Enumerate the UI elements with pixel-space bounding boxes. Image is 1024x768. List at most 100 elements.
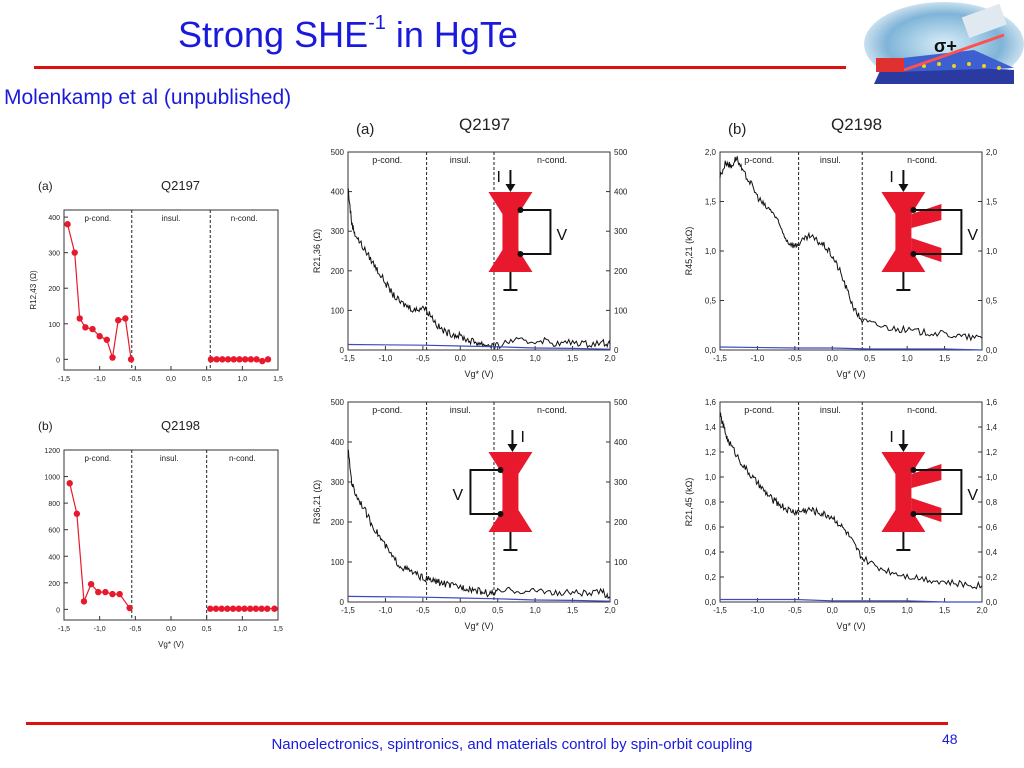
x-tick-label: 2,0 xyxy=(604,606,616,615)
y-tick-label: 300 xyxy=(48,251,60,258)
region-label: insul. xyxy=(450,155,471,165)
region-label: p-cond. xyxy=(372,405,402,415)
region-label: p-cond. xyxy=(744,405,774,415)
series-trace-1 xyxy=(719,346,983,351)
y-tick-label: 100 xyxy=(331,558,345,567)
x-tick-label: 2,0 xyxy=(604,354,616,363)
y-tick-label-right: 400 xyxy=(614,438,628,447)
data-point xyxy=(87,580,95,588)
x-axis-label: Vg* (V) xyxy=(464,621,493,631)
panel-label: (b) xyxy=(38,419,53,433)
x-tick-label: -1,0 xyxy=(94,626,106,633)
data-point xyxy=(89,325,96,333)
plot-frame xyxy=(347,401,611,603)
y-tick-label-right: 1,2 xyxy=(986,448,998,457)
x-tick-label: 0,0 xyxy=(455,606,467,615)
x-tick-label: 0,5 xyxy=(202,626,212,633)
x-tick-label: -1,0 xyxy=(751,354,765,363)
y-tick-label: 500 xyxy=(331,148,345,157)
y-tick-label: 400 xyxy=(48,215,60,222)
x-axis-label: Vg* (V) xyxy=(836,621,865,631)
y-tick-label: 400 xyxy=(48,554,60,561)
x-tick-label: -0,5 xyxy=(129,376,141,383)
x-tick-label: -1,5 xyxy=(58,376,70,383)
current-label: I xyxy=(889,169,893,186)
data-point xyxy=(230,356,237,363)
y-axis-label: R12,43 (Ω) xyxy=(29,270,38,310)
current-label: I xyxy=(520,429,524,446)
data-point xyxy=(109,354,116,361)
x-tick-label: -0,5 xyxy=(129,626,141,633)
region-label: p-cond. xyxy=(372,155,402,165)
data-point xyxy=(253,356,260,363)
region-label: p-cond. xyxy=(85,214,112,223)
device-schematic: VI xyxy=(488,169,567,291)
series-trace-1 xyxy=(720,598,982,603)
slide-subtitle: Molenkamp et al (unpublished) xyxy=(4,86,292,109)
current-arrow-head xyxy=(505,184,516,192)
y-tick-label-right: 1,0 xyxy=(986,473,998,482)
panel-label: (a) xyxy=(356,121,374,138)
voltage-contact-dot xyxy=(497,511,504,517)
y-axis-label: R21,45 (kΩ) xyxy=(684,478,694,527)
y-tick-label: 200 xyxy=(331,267,345,276)
data-point xyxy=(82,324,89,331)
plot-frame xyxy=(719,151,983,351)
y-tick-label-right: 300 xyxy=(614,478,628,487)
current-arrow-head xyxy=(507,444,518,452)
y-tick-label-right: 200 xyxy=(614,518,628,527)
x-tick-label: -1,5 xyxy=(341,354,355,363)
device-schematic: VI xyxy=(881,429,978,551)
y-tick-label: 1200 xyxy=(44,448,60,455)
y-tick-label-right: 0,0 xyxy=(986,346,998,355)
x-tick-label: -1,0 xyxy=(379,606,393,615)
x-tick-label: -1,0 xyxy=(379,354,393,363)
series-trace-1 xyxy=(347,595,611,602)
data-point xyxy=(116,590,123,598)
y-tick-label: 0 xyxy=(340,598,345,607)
data-point xyxy=(246,605,254,612)
x-tick-label: 2,0 xyxy=(976,606,988,615)
region-label: insul. xyxy=(450,405,471,415)
device-side-contact xyxy=(911,238,942,262)
x-tick-label: -1,5 xyxy=(713,606,727,615)
y-tick-label-right: 1,5 xyxy=(986,198,998,207)
data-point xyxy=(95,588,102,596)
chart-small-a: (a) Q2197 p-cond. insul. n-cond. -1,5 -1,0 -0,5… xyxy=(29,178,283,383)
region-label: n-cond. xyxy=(229,454,256,463)
y-tick-label-right: 0,6 xyxy=(986,523,998,532)
y-tick-label: 2,0 xyxy=(705,148,717,157)
data-point xyxy=(102,588,109,596)
data-point xyxy=(247,356,255,363)
plot-frame xyxy=(63,209,279,371)
voltage-contact-dot xyxy=(517,207,524,213)
slide-title: Strong SHE-1 in HgTe xyxy=(178,12,518,56)
y-tick-label-right: 400 xyxy=(614,188,628,197)
data-point xyxy=(236,356,243,363)
x-tick-label: 0,5 xyxy=(864,606,876,615)
chart-title: Q2198 xyxy=(831,115,882,134)
voltage-label: V xyxy=(452,487,463,504)
y-tick-label: 200 xyxy=(331,518,345,527)
y-tick-label-right: 100 xyxy=(614,306,628,315)
x-tick-label: 0,5 xyxy=(864,354,876,363)
page-number: 48 xyxy=(942,731,958,747)
title-divider xyxy=(34,66,846,69)
series-trace-0 xyxy=(719,156,983,342)
plot-frame xyxy=(347,151,611,351)
voltage-contact-dot xyxy=(910,251,917,257)
y-tick-label: 0 xyxy=(56,357,60,364)
device-side-contact xyxy=(911,204,942,228)
data-point xyxy=(122,315,129,322)
data-point xyxy=(218,605,225,612)
region-label: n-cond. xyxy=(907,155,937,165)
voltage-contact-dot xyxy=(910,511,917,517)
series-trace-0 xyxy=(347,187,611,350)
y-tick-label: 0,0 xyxy=(705,598,717,607)
x-tick-label: -1,0 xyxy=(94,376,106,383)
y-tick-label-right: 500 xyxy=(614,148,628,157)
device-side-contact xyxy=(911,464,942,488)
voltage-contact-dot xyxy=(517,251,524,257)
region-label: n-cond. xyxy=(537,405,567,415)
x-tick-label: 1,5 xyxy=(939,354,951,363)
